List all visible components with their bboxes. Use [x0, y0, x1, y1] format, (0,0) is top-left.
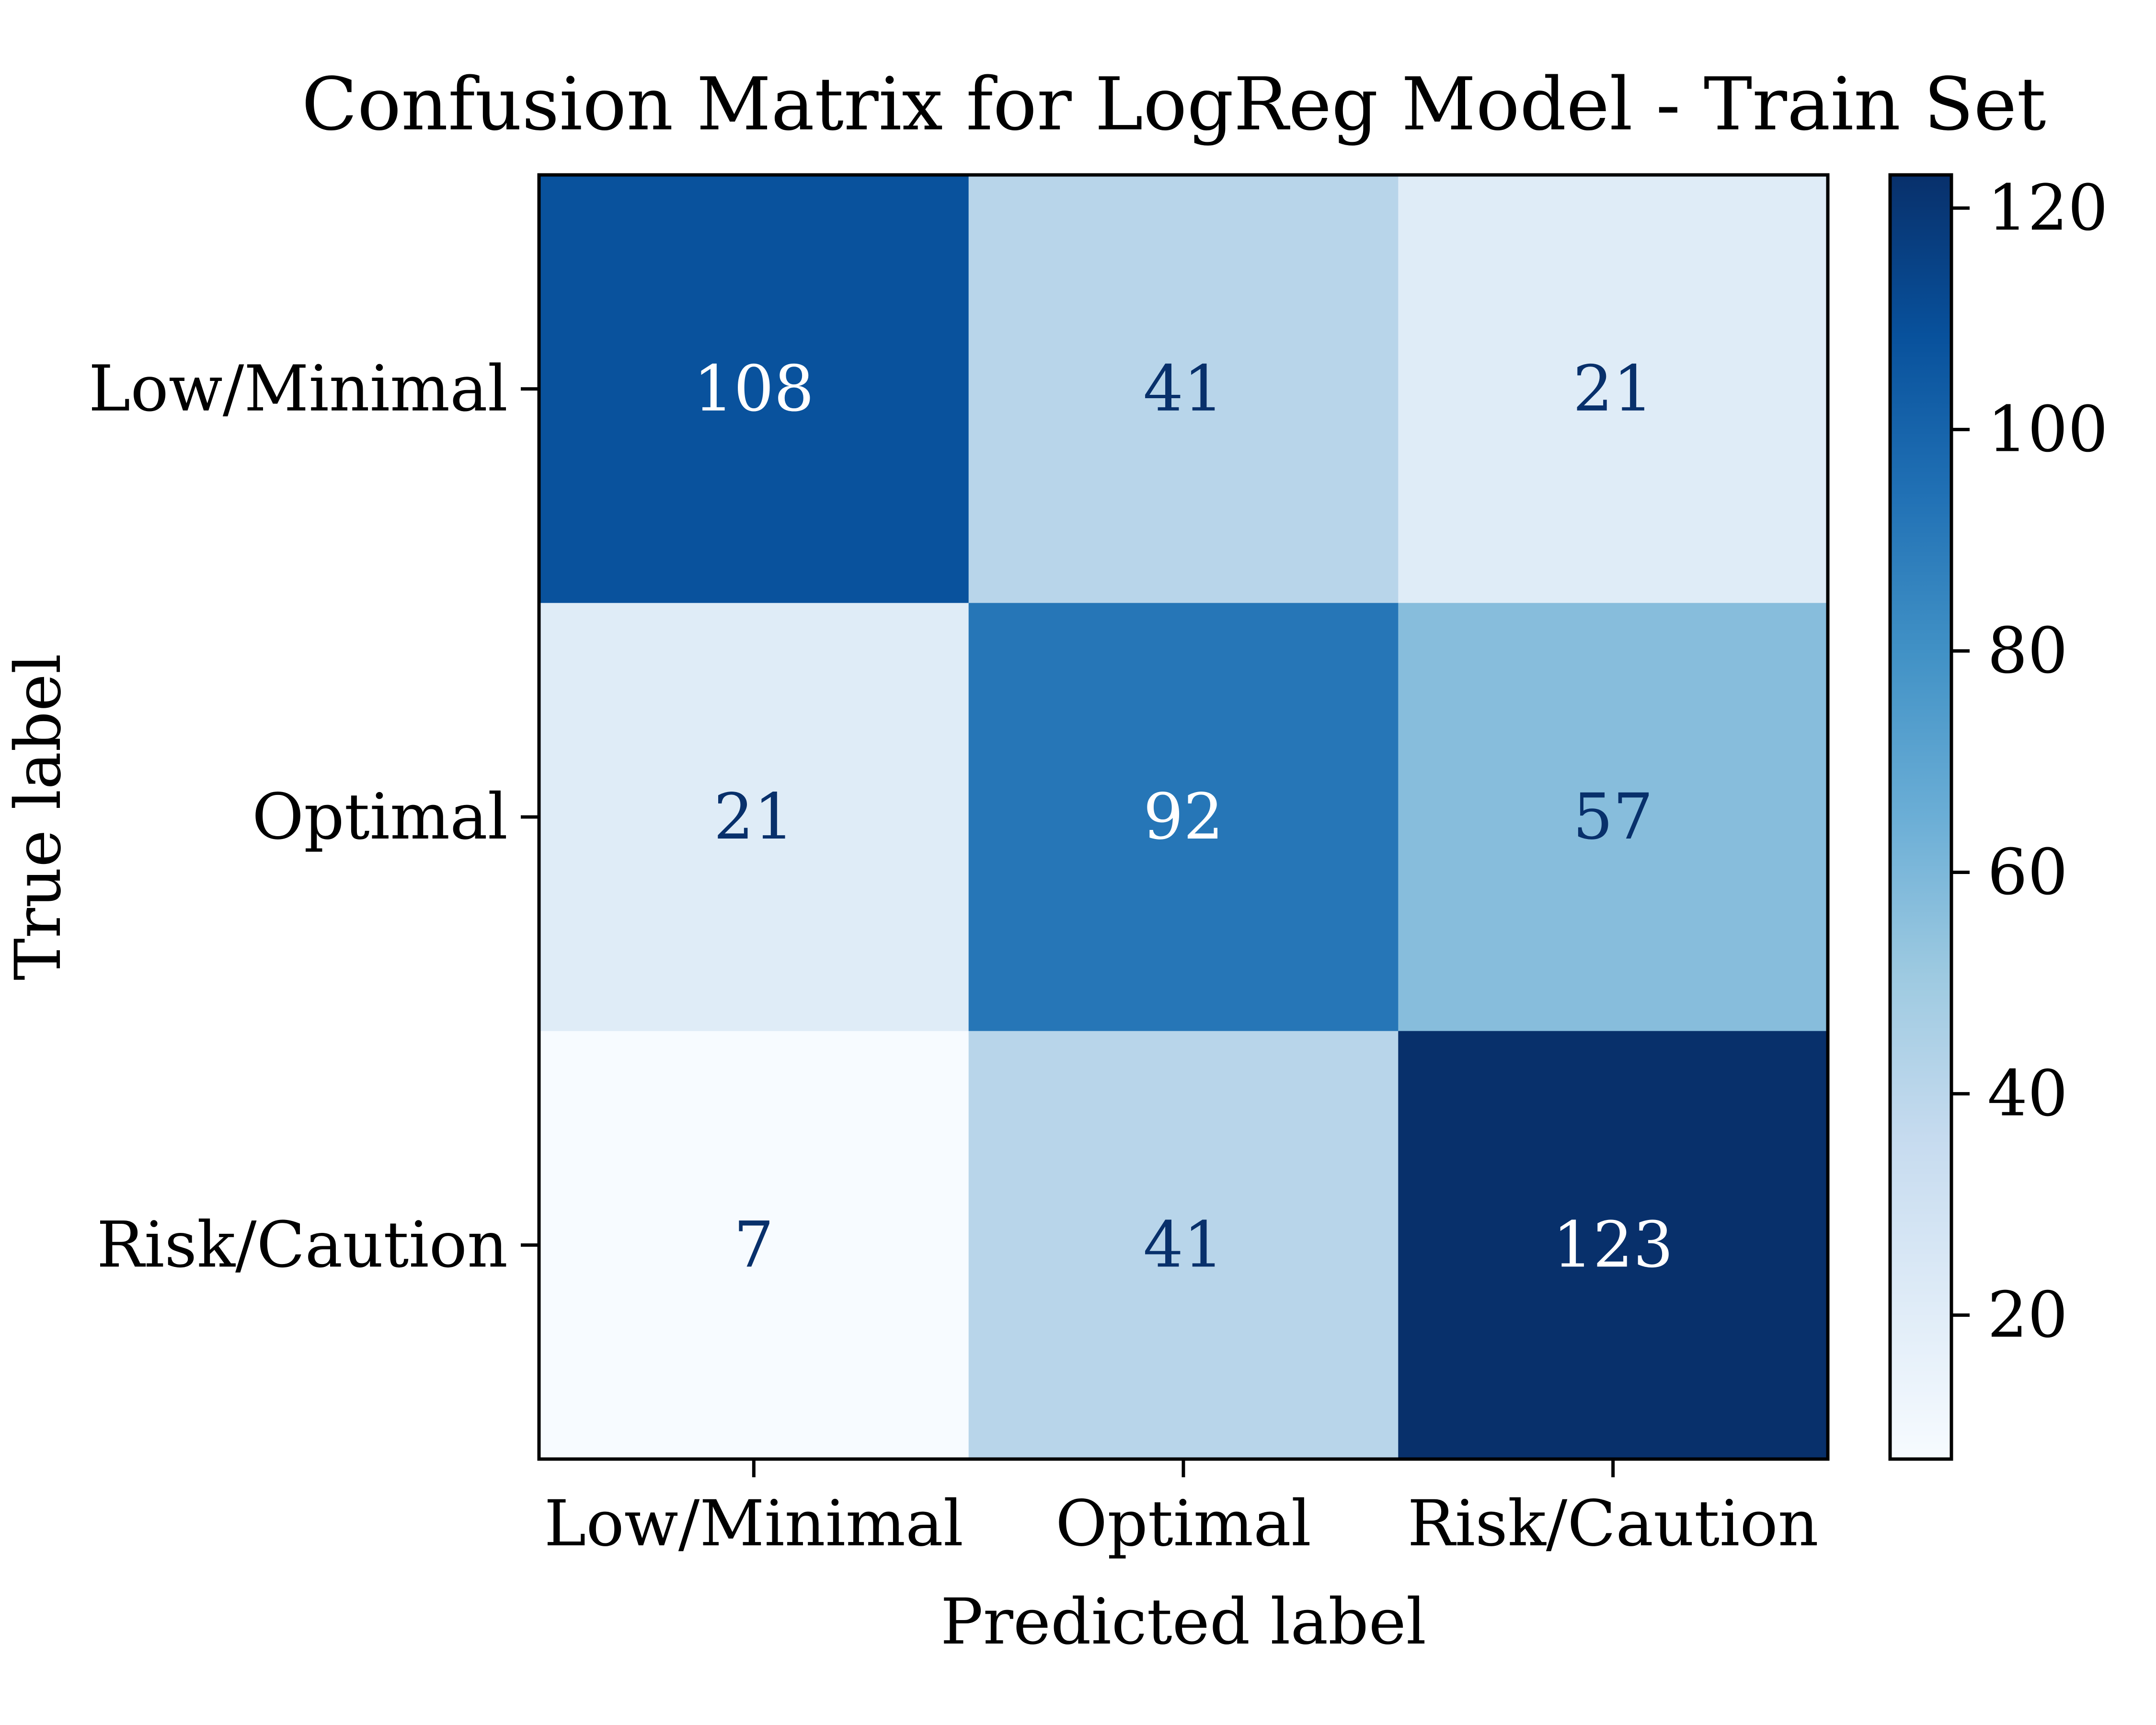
cell-value-label: 57: [1573, 780, 1653, 854]
cell-value-label: 41: [1143, 352, 1224, 426]
x-tick-label: Risk/Caution: [1408, 1487, 1819, 1561]
heatmap-cell: [539, 175, 969, 603]
heatmap-cells: [539, 175, 1828, 1460]
cell-value-label: 108: [693, 352, 814, 426]
colorbar-tick-label: 20: [1987, 1278, 2068, 1352]
x-tick-label: Optimal: [1055, 1487, 1311, 1561]
cell-value-label: 21: [713, 780, 794, 854]
heatmap-cell: [1398, 603, 1828, 1032]
x-axis-ticks: Low/Minimal Optimal Risk/Caution: [544, 1459, 1819, 1561]
cell-value-label: 21: [1573, 352, 1653, 426]
heatmap-cell: [539, 603, 969, 1032]
colorbar-tick-label: 40: [1987, 1057, 2068, 1131]
colorbar-tick-label: 120: [1987, 171, 2108, 245]
colorbar-tick-label: 60: [1987, 836, 2068, 909]
colorbar: [1890, 175, 1951, 1459]
heatmap-cell: [1398, 1031, 1828, 1460]
colorbar-tick-label: 80: [1987, 614, 2068, 688]
colorbar-ticks: 20 40 60 80 100 120: [1951, 171, 2108, 1352]
chart-title: Confusion Matrix for LogReg Model - Trai…: [301, 62, 2046, 147]
colorbar-tick-label: 100: [1987, 392, 2108, 466]
cell-value-label: 92: [1143, 780, 1224, 854]
heatmap-cell: [968, 1031, 1399, 1460]
y-axis-label: True label: [1, 654, 75, 980]
heatmap-cell: [539, 1031, 969, 1460]
colorbar-frame: [1888, 173, 1953, 1461]
y-tick-label: Optimal: [252, 780, 508, 854]
heatmap-cell: [968, 603, 1399, 1032]
cell-value-label: 7: [734, 1208, 774, 1282]
cell-value-labels: 108 41 21 21 92 57 7 41 123: [693, 352, 1673, 1282]
heatmap-cell: [968, 175, 1399, 603]
y-axis-ticks: Low/Minimal Optimal Risk/Caution: [89, 352, 539, 1282]
y-tick-label: Low/Minimal: [89, 352, 508, 426]
x-axis-label: Predicted label: [940, 1585, 1426, 1659]
cell-value-label: 123: [1553, 1208, 1674, 1282]
y-tick-label: Risk/Caution: [97, 1208, 508, 1282]
heatmap-cell: [1398, 175, 1828, 603]
cell-value-label: 41: [1143, 1208, 1224, 1282]
x-tick-label: Low/Minimal: [544, 1487, 963, 1561]
